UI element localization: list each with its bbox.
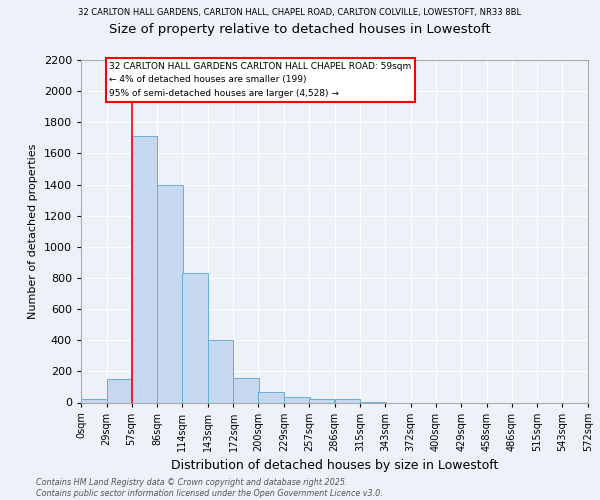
Y-axis label: Number of detached properties: Number of detached properties [28, 144, 38, 319]
Bar [309, 398, 335, 402]
X-axis label: Distribution of detached houses by size in Lowestoft: Distribution of detached houses by size … [171, 460, 498, 472]
Text: 32 CARLTON HALL GARDENS, CARLTON HALL, CHAPEL ROAD, CARLTON COLVILLE, LOWESTOFT,: 32 CARLTON HALL GARDENS, CARLTON HALL, C… [79, 8, 521, 16]
Bar [182, 274, 208, 402]
Bar [131, 136, 157, 402]
Bar [157, 184, 183, 402]
Bar [208, 340, 233, 402]
Text: 32 CARLTON HALL GARDENS CARLTON HALL CHAPEL ROAD: 59sqm
← 4% of detached houses : 32 CARLTON HALL GARDENS CARLTON HALL CHA… [109, 62, 412, 98]
Bar [233, 378, 259, 402]
Text: Contains HM Land Registry data © Crown copyright and database right 2025.
Contai: Contains HM Land Registry data © Crown c… [36, 478, 383, 498]
Bar [284, 397, 310, 402]
Bar [258, 392, 284, 402]
Text: Size of property relative to detached houses in Lowestoft: Size of property relative to detached ho… [109, 22, 491, 36]
Bar [107, 379, 133, 402]
Bar [335, 398, 360, 402]
Bar [81, 400, 107, 402]
